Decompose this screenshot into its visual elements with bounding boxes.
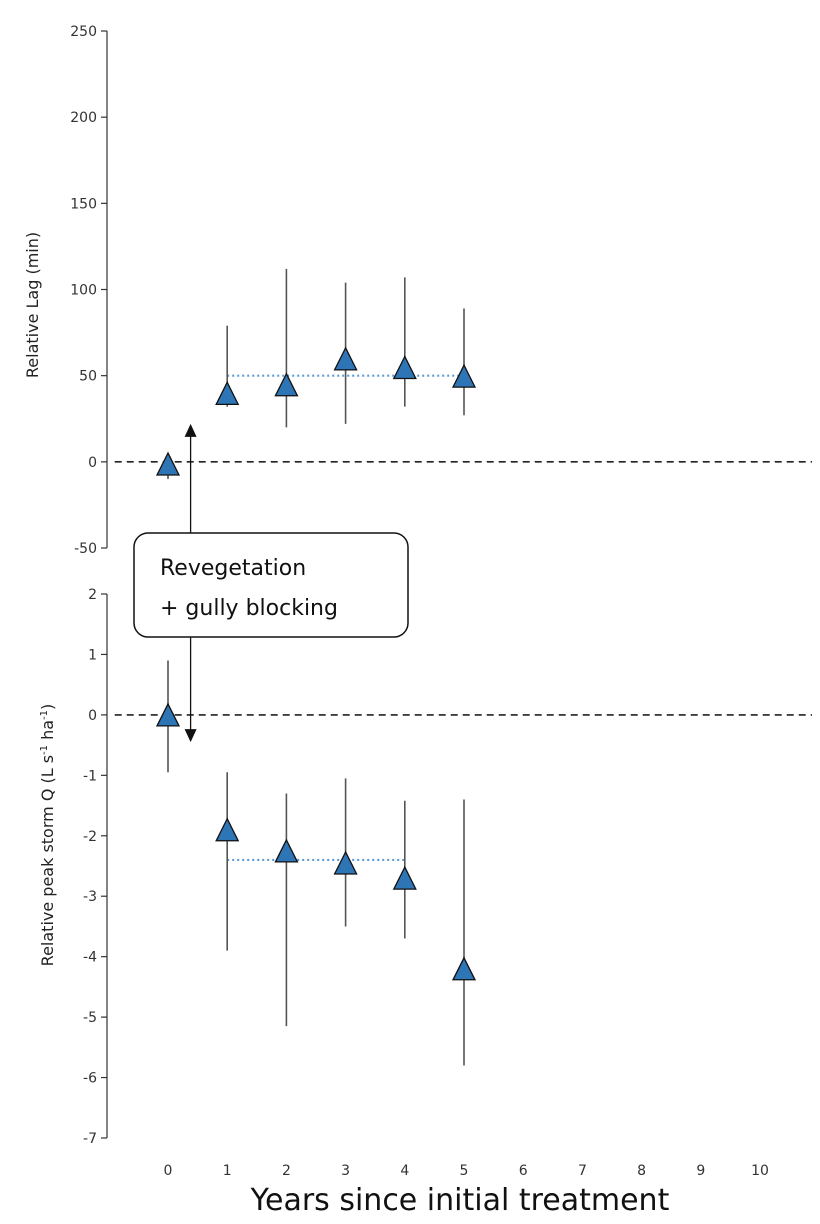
x-tick-label: 6 <box>519 1163 528 1179</box>
x-tick-label: 5 <box>460 1163 469 1179</box>
x-tick-label: 4 <box>400 1163 409 1179</box>
panel1-y-tick-label: -6 <box>83 1071 97 1087</box>
panel0-triangle-marker <box>274 372 299 397</box>
panel0-triangle-marker <box>451 363 477 388</box>
panel0-triangle-marker <box>333 346 358 371</box>
x-tick-label: 7 <box>578 1163 587 1179</box>
x-axis-title: Years since initial treatment <box>250 1183 670 1218</box>
panel1-y-tick-label: -4 <box>83 950 97 966</box>
panel1-triangle-marker <box>155 702 181 727</box>
panel1-triangle-marker <box>451 956 477 981</box>
panel0-y-tick-label: -50 <box>74 541 97 557</box>
lower-y-title-sup2: -1 <box>39 710 50 720</box>
panel1-triangle-marker <box>215 817 240 842</box>
lower-y-title-main: Relative peak storm Q (L s <box>38 755 57 966</box>
panel1-y-tick-label: -7 <box>83 1131 97 1147</box>
panel1-y-tick-label: 2 <box>88 587 97 603</box>
x-tick-label: 0 <box>164 1163 173 1179</box>
panel0-triangle-marker <box>392 355 417 380</box>
panel1-y-tick-label: -2 <box>83 829 97 845</box>
lower-panel: -7 -6 -5 -4 -3 -2 -1 0 1 2 <box>83 587 812 1147</box>
panel1-y-tick-label: 1 <box>88 647 97 663</box>
arrow-up-icon <box>184 423 197 437</box>
panel0-y-tick-label: 100 <box>70 283 97 299</box>
panel0-y-tick-label: 200 <box>70 110 97 126</box>
annotation-box <box>133 532 409 638</box>
annotation-line1: Revegetation <box>160 556 306 581</box>
panel0-y-tick-label: 150 <box>70 196 97 212</box>
lower-y-title-mid: ha <box>38 720 57 745</box>
x-tick-label: 2 <box>282 1163 291 1179</box>
x-tick-label: 8 <box>637 1163 646 1179</box>
panel1-y-tick-label: -5 <box>83 1010 97 1026</box>
x-tick-label: 9 <box>696 1163 705 1179</box>
panel0-triangle-marker <box>215 380 240 405</box>
lower-y-axis-title: Relative peak storm Q (L s-1 ha-1) <box>38 704 57 967</box>
panel1-triangle-marker <box>333 850 358 875</box>
panel1-y-tick-label: -1 <box>83 768 97 784</box>
panel0-triangle-marker <box>155 451 181 476</box>
x-axis: 0 1 2 3 4 5 6 7 8 9 10 <box>164 1163 769 1179</box>
panel1-triangle-marker <box>274 838 299 863</box>
panel0-y-tick-label: 0 <box>88 455 97 471</box>
panel0-y-tick-label: 50 <box>79 369 97 385</box>
lower-y-title-end: ) <box>38 704 57 710</box>
panel0-y-tick-label: 250 <box>70 24 97 40</box>
annotation-line2: + gully blocking <box>160 596 338 621</box>
panel1-y-tick-label: -3 <box>83 889 97 905</box>
treatment-annotation: Revegetation + gully blocking <box>133 423 409 743</box>
panel1-triangle-marker <box>392 865 417 890</box>
upper-panel: -50 0 50 100 150 200 250 <box>70 24 812 557</box>
upper-y-axis-title: Relative Lag (min) <box>23 232 42 378</box>
x-tick-label: 10 <box>751 1163 769 1179</box>
panel1-y-tick-label: 0 <box>88 708 97 724</box>
arrow-down-icon <box>184 729 197 743</box>
x-tick-label: 3 <box>341 1163 350 1179</box>
x-tick-label: 1 <box>223 1163 232 1179</box>
lower-y-title-sup1: -1 <box>39 745 50 755</box>
